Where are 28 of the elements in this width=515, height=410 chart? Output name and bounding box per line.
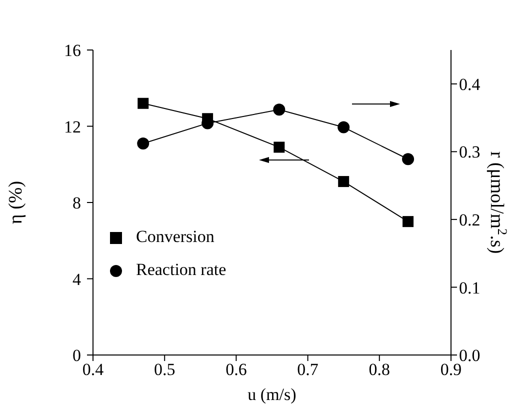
y2-tick-label: 0.0 xyxy=(459,346,480,366)
x-axis-title: u (m/s) xyxy=(248,385,296,404)
legend-label: Conversion xyxy=(136,227,214,246)
y2-tick-label: 0.1 xyxy=(459,278,480,298)
point xyxy=(402,216,414,228)
point xyxy=(402,153,414,166)
y-tick-label: 0 xyxy=(72,346,81,365)
x-tick-label: 0.9 xyxy=(440,360,462,380)
y-tick-label: 16 xyxy=(64,41,81,60)
point xyxy=(273,104,286,116)
y2-tick-label: 0.3 xyxy=(459,142,480,162)
y2-tick-label: 0.4 xyxy=(459,74,481,94)
point xyxy=(338,121,350,134)
y-tick-label: 4 xyxy=(72,270,82,289)
y-axis-title: η (%) xyxy=(6,180,27,224)
point xyxy=(338,176,350,188)
y2-tick-label: 0.2 xyxy=(459,210,480,230)
y-tick-label: 12 xyxy=(64,117,81,136)
point xyxy=(138,98,149,109)
point xyxy=(137,138,150,150)
x-tick-label: 0.7 xyxy=(297,360,319,380)
x-tick-label: 0.8 xyxy=(368,360,390,380)
y-tick-label: 8 xyxy=(72,194,81,212)
x-tick-label: 0.4 xyxy=(82,360,104,380)
x-tick-label: 0.5 xyxy=(154,360,176,380)
legend-label: Reaction rate xyxy=(136,260,226,279)
point xyxy=(274,142,285,153)
x-tick-label: 0.6 xyxy=(226,360,247,380)
